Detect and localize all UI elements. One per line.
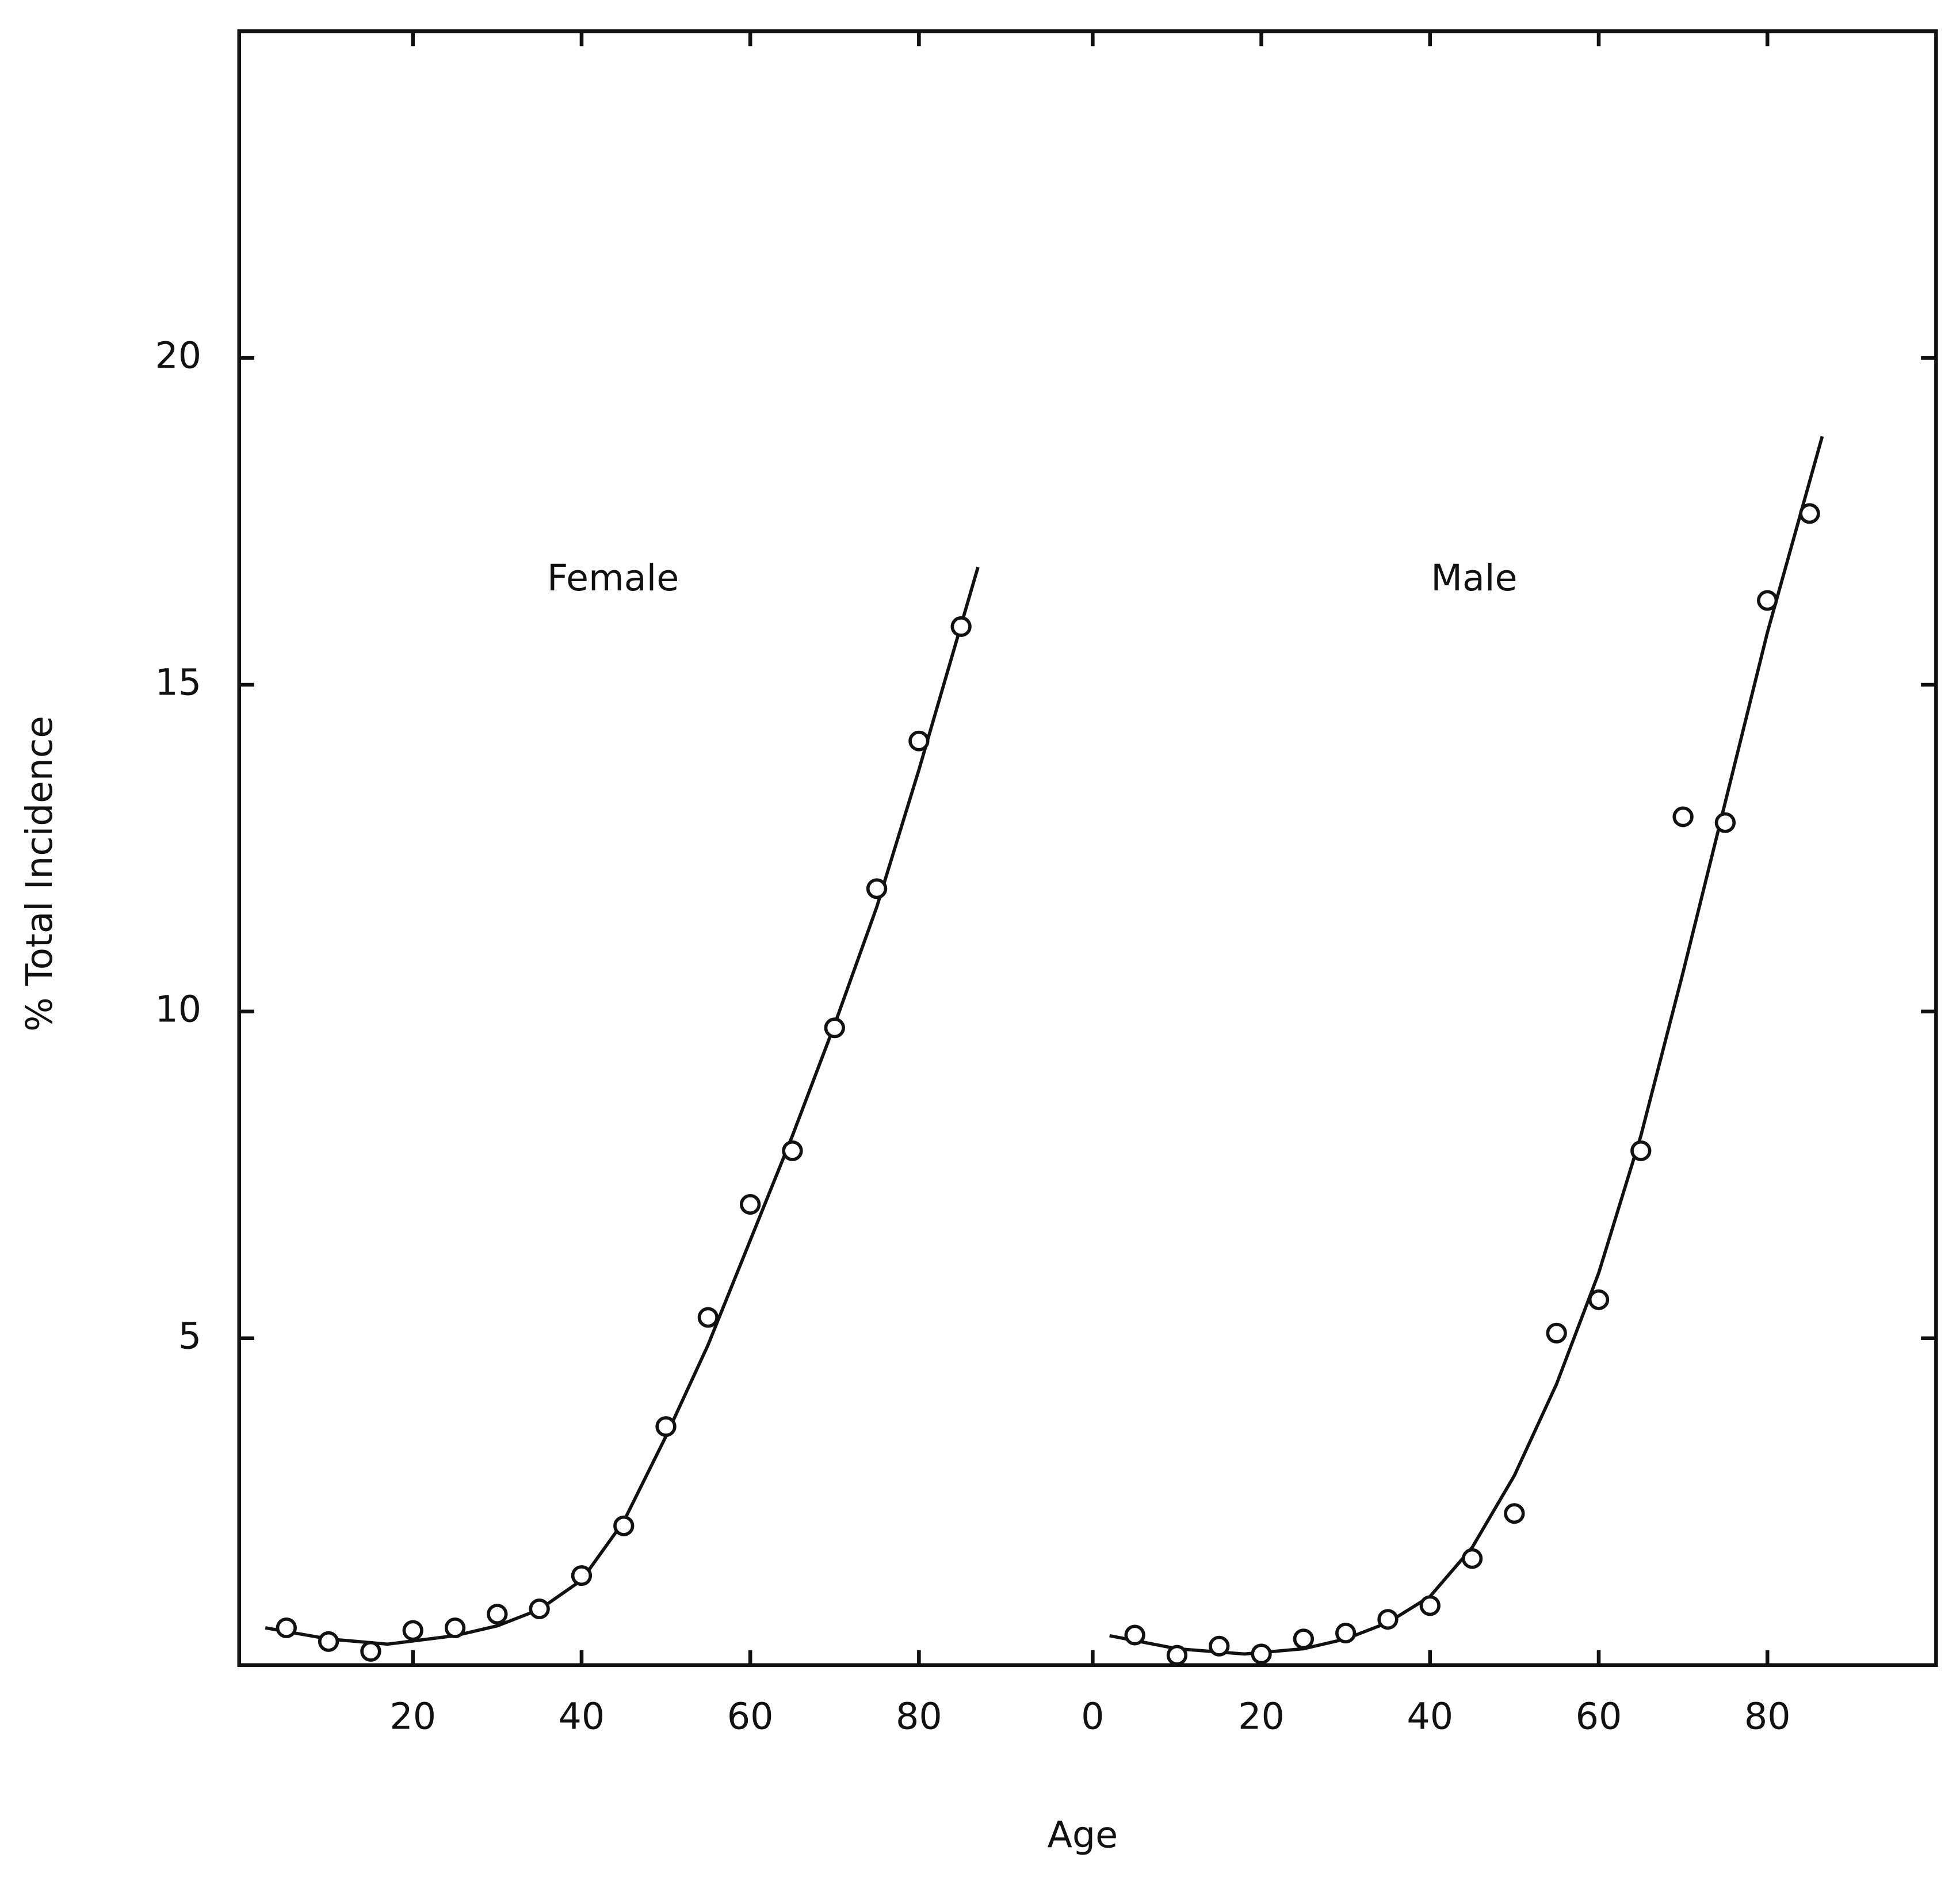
x-tick-label: 60 bbox=[727, 1695, 774, 1738]
data-point bbox=[1757, 590, 1778, 611]
x-tick-label: 80 bbox=[1744, 1695, 1791, 1738]
data-point bbox=[697, 1307, 719, 1328]
panel-annotation: Female bbox=[547, 556, 679, 599]
data-point bbox=[1546, 1322, 1567, 1344]
data-point bbox=[739, 1193, 761, 1215]
y-tick-label: 5 bbox=[178, 1315, 201, 1357]
data-point bbox=[1251, 1643, 1272, 1665]
data-point bbox=[1293, 1628, 1315, 1650]
data-point bbox=[950, 616, 972, 637]
data-point bbox=[1672, 806, 1694, 827]
data-point bbox=[1714, 812, 1736, 833]
y-tick-label: 10 bbox=[155, 988, 201, 1031]
data-point bbox=[487, 1604, 508, 1625]
data-point bbox=[1209, 1635, 1230, 1657]
panel-annotation: Male bbox=[1431, 556, 1517, 599]
data-point bbox=[1630, 1140, 1652, 1161]
y-tick-label: 15 bbox=[155, 661, 201, 704]
data-point bbox=[1335, 1623, 1357, 1644]
y-tick-label: 20 bbox=[155, 334, 201, 377]
data-point bbox=[782, 1140, 803, 1161]
data-point bbox=[1377, 1609, 1399, 1630]
data-point bbox=[1588, 1289, 1610, 1310]
data-point bbox=[908, 730, 930, 751]
x-tick-label: 20 bbox=[1238, 1695, 1285, 1738]
data-point bbox=[444, 1617, 466, 1638]
data-point bbox=[866, 878, 888, 899]
data-point bbox=[1419, 1595, 1441, 1616]
fit-curve bbox=[1109, 436, 1824, 1656]
data-point bbox=[1461, 1548, 1483, 1569]
data-point bbox=[1799, 503, 1820, 524]
x-tick-label: 40 bbox=[559, 1695, 605, 1738]
x-axis-label: Age bbox=[1047, 1814, 1118, 1856]
y-axis-label: % Total Incidence bbox=[18, 716, 60, 1032]
data-point bbox=[1124, 1624, 1145, 1646]
data-point bbox=[402, 1620, 423, 1641]
data-point bbox=[655, 1416, 677, 1437]
x-tick-label: 40 bbox=[1407, 1695, 1453, 1738]
data-point bbox=[276, 1617, 297, 1638]
data-point bbox=[571, 1565, 593, 1586]
x-tick-label: 20 bbox=[389, 1695, 436, 1738]
data-point bbox=[1504, 1503, 1525, 1524]
data-point bbox=[1166, 1645, 1188, 1666]
x-tick-label: 0 bbox=[1081, 1695, 1104, 1738]
data-point bbox=[824, 1017, 845, 1039]
x-tick-label: 60 bbox=[1576, 1695, 1622, 1738]
fit-curve bbox=[265, 566, 980, 1646]
data-point bbox=[613, 1515, 635, 1536]
plot-frame bbox=[237, 29, 1938, 1667]
x-tick-label: 80 bbox=[896, 1695, 942, 1738]
data-point bbox=[318, 1631, 339, 1652]
data-point bbox=[529, 1599, 550, 1620]
data-point bbox=[360, 1641, 381, 1662]
